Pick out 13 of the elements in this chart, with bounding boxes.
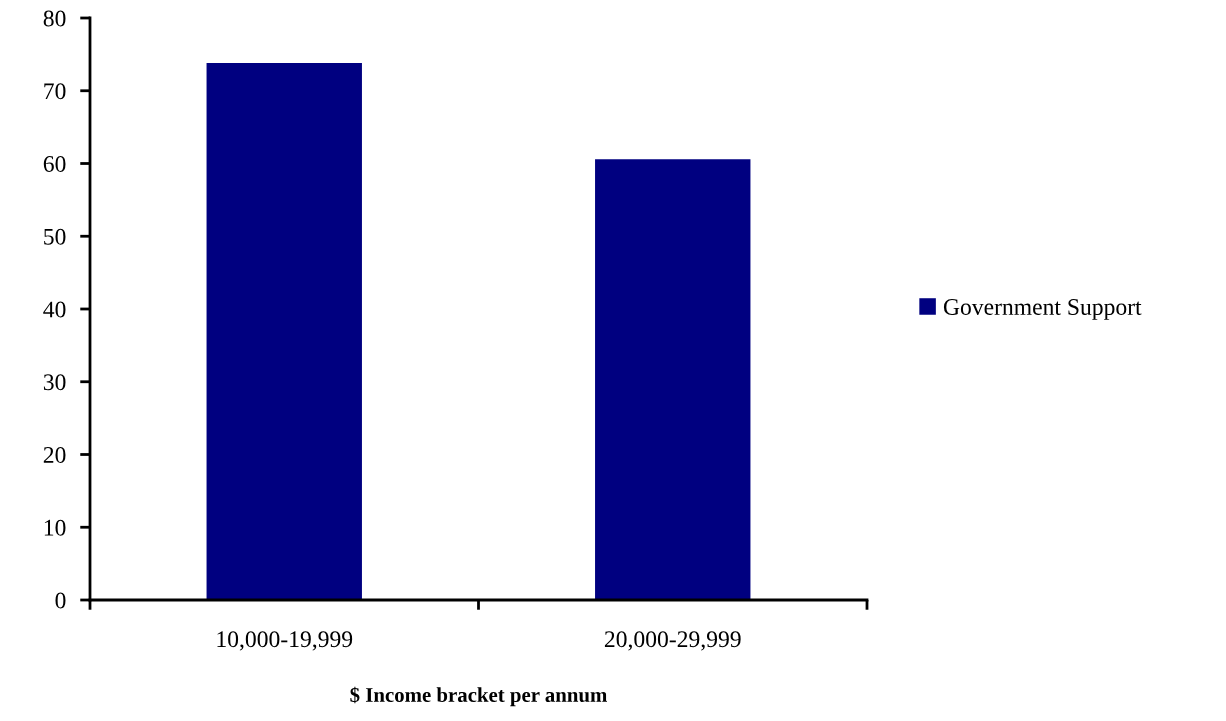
- y-tick-label: 40: [43, 301, 66, 318]
- x-axis-title: $ Income bracket per annum: [350, 686, 608, 707]
- y-tick-label: 10: [44, 519, 66, 536]
- x-tick-label: 10,000-19,999: [217, 631, 353, 651]
- y-tick-label: 80: [43, 10, 66, 27]
- legend-label: Government Support: [943, 299, 1142, 320]
- x-tick-label: 20,000-29,999: [604, 631, 741, 651]
- y-tick-label: 30: [43, 374, 66, 391]
- y-tick-label: 50: [44, 228, 66, 245]
- y-tick-label: 70: [44, 83, 66, 100]
- y-tick-label: 60: [43, 155, 66, 172]
- y-tick-label: 20: [43, 446, 66, 463]
- y-tick-label: 0: [55, 592, 66, 609]
